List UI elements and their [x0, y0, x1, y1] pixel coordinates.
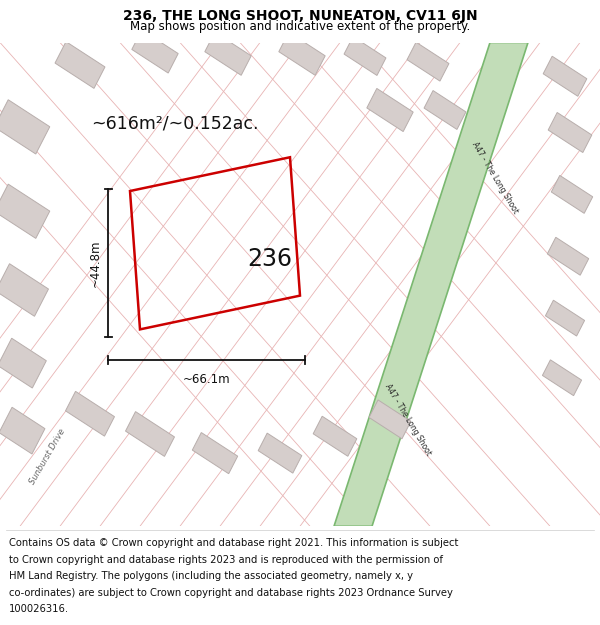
Text: Map shows position and indicative extent of the property.: Map shows position and indicative extent…: [130, 20, 470, 33]
Polygon shape: [407, 42, 449, 81]
Text: 236, THE LONG SHOOT, NUNEATON, CV11 6JN: 236, THE LONG SHOOT, NUNEATON, CV11 6JN: [122, 9, 478, 23]
Text: ~66.1m: ~66.1m: [182, 373, 230, 386]
Text: Contains OS data © Crown copyright and database right 2021. This information is : Contains OS data © Crown copyright and d…: [9, 538, 458, 548]
Text: 236: 236: [248, 246, 293, 271]
Polygon shape: [548, 112, 592, 152]
Polygon shape: [543, 56, 587, 96]
Text: co-ordinates) are subject to Crown copyright and database rights 2023 Ordnance S: co-ordinates) are subject to Crown copyr…: [9, 588, 453, 598]
Text: HM Land Registry. The polygons (including the associated geometry, namely x, y: HM Land Registry. The polygons (includin…: [9, 571, 413, 581]
Polygon shape: [313, 416, 357, 456]
Polygon shape: [545, 300, 584, 336]
Text: ~616m²/~0.152ac.: ~616m²/~0.152ac.: [91, 114, 259, 132]
Polygon shape: [424, 91, 466, 129]
Polygon shape: [551, 176, 593, 213]
Text: ~44.8m: ~44.8m: [89, 239, 102, 287]
Polygon shape: [279, 32, 325, 75]
Polygon shape: [0, 264, 49, 316]
Polygon shape: [132, 30, 178, 73]
Polygon shape: [369, 400, 411, 439]
Text: A47 - The Long Shoot: A47 - The Long Shoot: [383, 382, 433, 457]
Text: Sunburst Drive: Sunburst Drive: [28, 427, 68, 486]
Polygon shape: [55, 42, 105, 88]
Text: A47 - The Long Shoot: A47 - The Long Shoot: [470, 140, 520, 215]
Polygon shape: [193, 432, 238, 474]
Polygon shape: [0, 184, 50, 238]
Polygon shape: [125, 412, 175, 456]
Polygon shape: [205, 32, 251, 75]
Polygon shape: [0, 408, 45, 454]
Text: 100026316.: 100026316.: [9, 604, 69, 614]
Polygon shape: [258, 433, 302, 473]
Polygon shape: [334, 42, 528, 526]
Polygon shape: [367, 89, 413, 131]
Polygon shape: [0, 100, 50, 154]
Polygon shape: [547, 238, 589, 275]
Polygon shape: [542, 360, 581, 396]
Polygon shape: [0, 338, 46, 388]
Polygon shape: [344, 36, 386, 76]
Text: to Crown copyright and database rights 2023 and is reproduced with the permissio: to Crown copyright and database rights 2…: [9, 555, 443, 565]
Polygon shape: [65, 391, 115, 436]
